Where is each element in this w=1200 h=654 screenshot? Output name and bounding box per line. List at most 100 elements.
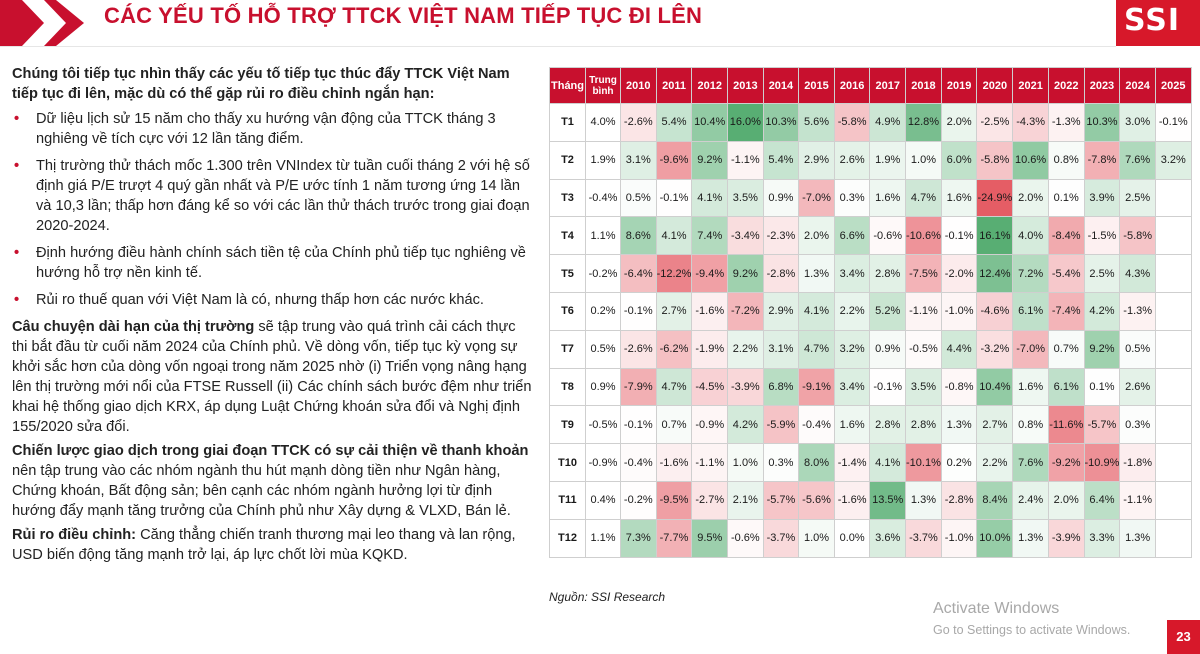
return-cell: -5.7% xyxy=(762,480,800,520)
month-label: T6 xyxy=(549,291,586,331)
return-cell: -2.0% xyxy=(940,254,978,293)
return-cell: 0.1% xyxy=(1083,367,1121,407)
return-cell: -7.2% xyxy=(727,291,764,331)
average-cell: 0.9% xyxy=(585,367,621,407)
return-cell: 5.4% xyxy=(762,140,800,180)
return-cell: 12.8% xyxy=(905,103,942,142)
return-cell: 8.4% xyxy=(976,480,1014,520)
return-cell: -2.7% xyxy=(691,480,729,520)
return-cell: 0.3% xyxy=(762,443,800,482)
return-cell: 1.3% xyxy=(905,480,942,520)
column-header: 2012 xyxy=(691,67,729,104)
month-label: T4 xyxy=(549,216,586,256)
bullet-dot-icon: • xyxy=(14,245,20,261)
return-cell: 10.6% xyxy=(1012,140,1049,180)
table-row: T11 0.4% -0.2% -9.5% -2.7% 2.1% -5.7% -5.6% -1.6… xyxy=(549,480,1192,520)
return-cell: 4.1% xyxy=(691,178,729,218)
table-row: T7 0.5% -2.6% -6.2% -1.9% 2.2% 3.1% 4.7% 3.2% 0.9… xyxy=(549,329,1192,369)
return-cell xyxy=(1154,216,1192,256)
activate-windows-title: Activate Windows xyxy=(933,600,1060,617)
return-cell: -1.1% xyxy=(727,140,764,180)
column-header: 2019 xyxy=(940,67,978,104)
return-cell: 6.1% xyxy=(1047,367,1085,407)
return-cell: 4.7% xyxy=(798,329,835,369)
return-cell: 4.3% xyxy=(1119,254,1156,293)
return-cell: 0.3% xyxy=(1119,405,1156,445)
return-cell: -2.5% xyxy=(976,103,1014,142)
return-cell: -0.1% xyxy=(655,178,693,218)
bullet-item: • Thị trường thử thách mốc 1.300 trên VNI… xyxy=(12,156,532,236)
column-header: Tháng xyxy=(549,67,586,104)
return-cell: 2.0% xyxy=(1012,178,1049,218)
return-cell: 8.6% xyxy=(620,216,657,256)
month-label: T12 xyxy=(549,518,586,558)
column-header: 2014 xyxy=(762,67,800,104)
return-cell: -3.2% xyxy=(976,329,1014,369)
average-cell: 0.2% xyxy=(585,291,621,331)
return-cell: 2.8% xyxy=(869,405,907,445)
bullet-dot-icon: • xyxy=(14,292,20,308)
return-cell: -7.0% xyxy=(1012,329,1049,369)
return-cell: -1.3% xyxy=(1119,291,1156,331)
month-label: T2 xyxy=(549,140,586,180)
chevron-logo-icon xyxy=(0,0,84,46)
return-cell: 0.3% xyxy=(833,178,871,218)
return-cell: 7.6% xyxy=(1119,140,1156,180)
return-cell: 1.0% xyxy=(905,140,942,180)
return-cell: -1.9% xyxy=(691,329,729,369)
return-cell: 1.6% xyxy=(869,178,907,218)
header-divider xyxy=(0,46,1116,47)
return-cell: -6.4% xyxy=(620,254,657,293)
return-cell: 3.4% xyxy=(833,367,871,407)
return-cell: -7.8% xyxy=(1083,140,1121,180)
return-cell: 3.9% xyxy=(1083,178,1121,218)
column-header: 2016 xyxy=(833,67,871,104)
table-row: T1 4.0% -2.6% 5.4% 10.4% 16.0% 10.3% 5.6% -5.8% 4… xyxy=(549,103,1192,142)
table-row: T4 1.1% 8.6% 4.1% 7.4% -3.4% -2.3% 2.0% 6.6% -0.6… xyxy=(549,216,1192,256)
return-cell: -7.7% xyxy=(655,518,693,558)
return-cell: 7.2% xyxy=(1012,254,1049,293)
table-row: T12 1.1% 7.3% -7.7% 9.5% -0.6% -3.7% 1.0% 0.0% 3.… xyxy=(549,518,1192,558)
return-cell: 2.7% xyxy=(976,405,1014,445)
return-cell: -7.5% xyxy=(905,254,942,293)
return-cell: 3.6% xyxy=(869,518,907,558)
return-cell: 0.0% xyxy=(833,518,871,558)
long-term-paragraph: Câu chuyện dài hạn của thị trường sẽ tập… xyxy=(12,317,532,437)
bullet-dot-icon: • xyxy=(14,158,20,174)
return-cell: -0.5% xyxy=(905,329,942,369)
return-cell xyxy=(1154,518,1192,558)
return-cell: 0.8% xyxy=(1012,405,1049,445)
monthly-returns-table-wrapper: Tháng Trung bình 2010 2011 2012 2013 2014 2015 20… xyxy=(549,67,1192,558)
return-cell xyxy=(1154,480,1192,520)
return-cell: -5.9% xyxy=(762,405,800,445)
return-cell: 0.1% xyxy=(1047,178,1085,218)
return-cell: -4.3% xyxy=(1012,103,1049,142)
column-header: 2018 xyxy=(905,67,942,104)
return-cell: 13.5% xyxy=(869,480,907,520)
return-cell: 2.7% xyxy=(655,291,693,331)
return-cell: 4.2% xyxy=(1083,291,1121,331)
page-number: 23 xyxy=(1167,620,1200,654)
return-cell: -4.6% xyxy=(976,291,1014,331)
bullet-dot-icon: • xyxy=(14,111,20,127)
return-cell xyxy=(1154,291,1192,331)
return-cell: -12.2% xyxy=(655,254,693,293)
return-cell: 3.1% xyxy=(762,329,800,369)
table-row: T8 0.9% -7.9% 4.7% -4.5% -3.9% 6.8% -9.1% 3.4% -0… xyxy=(549,367,1192,407)
return-cell: 4.1% xyxy=(655,216,693,256)
return-cell: 2.9% xyxy=(798,140,835,180)
column-header: 2025 xyxy=(1154,67,1192,104)
return-cell: 2.5% xyxy=(1119,178,1156,218)
return-cell: 9.2% xyxy=(1083,329,1121,369)
return-cell xyxy=(1154,367,1192,407)
risk-paragraph: Rủi ro điều chỉnh: Căng thẳng chiến tran… xyxy=(12,525,532,565)
return-cell: 1.3% xyxy=(798,254,835,293)
table-row: T9 -0.5% -0.1% 0.7% -0.9% 4.2% -5.9% -0.4% 1.6% 2… xyxy=(549,405,1192,445)
return-cell: 1.6% xyxy=(833,405,871,445)
return-cell: -1.1% xyxy=(1119,480,1156,520)
return-cell: -0.1% xyxy=(620,291,657,331)
return-cell: 2.4% xyxy=(1012,480,1049,520)
return-cell: -7.9% xyxy=(620,367,657,407)
bullet-item: • Định hướng điều hành chính sách tiền tệ… xyxy=(12,243,532,283)
return-cell: -2.8% xyxy=(940,480,978,520)
